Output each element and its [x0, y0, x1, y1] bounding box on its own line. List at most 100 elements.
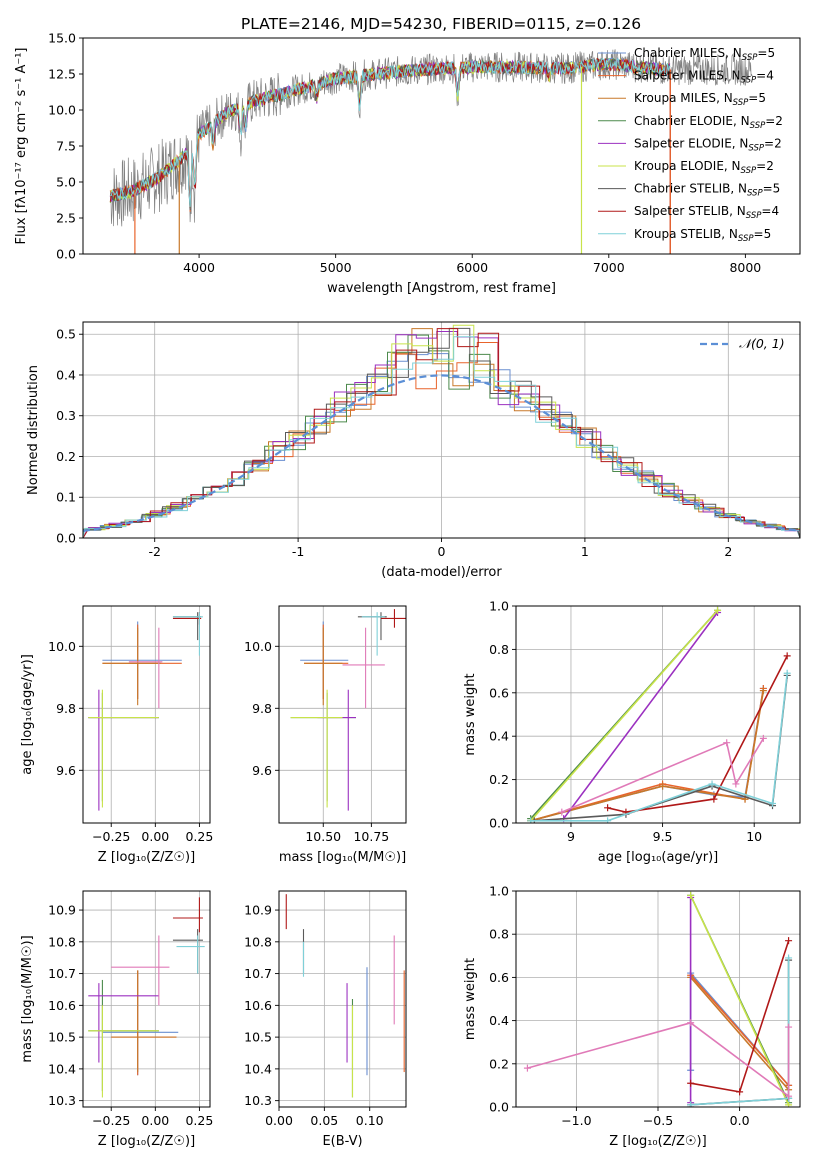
legend-nssp-eq: =: [748, 91, 758, 105]
x-tick-label: 10: [746, 829, 762, 844]
legend-nssp-label: , N: [732, 136, 749, 150]
legend-nssp-subscript: SSP: [738, 234, 754, 244]
mass-weight-line: [534, 675, 788, 822]
y-tick-label: 0.6: [489, 970, 509, 985]
legend-nssp-subscript: SSP: [746, 211, 762, 221]
axes-frame: 9 9.5 10 0.0 0.2 0.4 0.6 0.8 1.0 age [log₁₀(age/y…: [463, 599, 801, 865]
y-tick-label: 0.6: [489, 685, 509, 700]
x-axis-label: Z [log₁₀(Z/Z☉)]: [98, 850, 195, 865]
x-tick-label: -1: [292, 544, 304, 559]
plot-area: [88, 612, 203, 811]
x-axis-label: Z [log₁₀(Z/Z☉)]: [609, 1134, 706, 1149]
y-tick-label: 0.1: [56, 490, 76, 505]
x-axis-label: mass [log₁₀(M/M☉)]: [279, 850, 406, 865]
legend-nssp-value: 2: [774, 136, 782, 150]
mass-vs-ebv-panel: 0.00 0.05 0.10 10.3 10.4 10.5 10.6 10.7 10.8 10.9…: [244, 890, 407, 1149]
x-tick-label: 0.0: [730, 1113, 750, 1128]
axes-frame: 0.00 0.05 0.10 10.3 10.4 10.5 10.6 10.7 10.8 10.9…: [244, 890, 407, 1149]
y-tick-label: 10.6: [244, 998, 272, 1013]
axes-border: [278, 890, 407, 1108]
y-tick-label: 10.7: [244, 966, 272, 981]
x-tick-label: 10.50: [305, 829, 341, 844]
y-axis-label: mass [log₁₀(M/M☉)]: [20, 935, 35, 1062]
y-tick-label: 10.3: [48, 1093, 76, 1108]
legend-entry: Chabrier STELIB, NSSP=5: [634, 182, 780, 199]
legend-nssp-value: 2: [775, 114, 783, 128]
legend-series-name: Kroupa STELIB: [634, 227, 721, 241]
legend-nssp-value: 5: [758, 91, 766, 105]
mass-weight-line: [562, 612, 719, 820]
legend-nssp-eq: =: [757, 46, 767, 60]
y-tick-label: 5.0: [56, 175, 76, 190]
x-tick-label: 0.25: [185, 1113, 213, 1128]
legend-nssp-subscript: SSP: [733, 98, 749, 108]
y-tick-label: 0.0: [56, 531, 76, 546]
x-tick-label: 0.00: [141, 1113, 169, 1128]
mass-weight-marker: [723, 739, 731, 747]
mass-weight-marker: [687, 891, 695, 899]
legend-series-name: Chabrier ELODIE: [634, 114, 733, 128]
legend-nssp-eq: =: [763, 182, 773, 196]
y-axis-label: Flux [fλ10⁻¹⁷ erg cm⁻² s⁻¹ A⁻¹]: [14, 48, 29, 245]
mass-weight-line: [527, 1021, 790, 1098]
legend-nssp-subscript: SSP: [741, 76, 757, 86]
legend-nssp-label: , N: [730, 182, 747, 196]
mass-weight-marker: [708, 780, 716, 788]
x-tick-label: 9: [567, 829, 575, 844]
y-tick-label: 10.8: [244, 934, 272, 949]
legend-nssp-eq: =: [761, 204, 771, 218]
x-axis-label: wavelength [Angstrom, rest frame]: [327, 281, 556, 296]
y-tick-label: 0.4: [489, 729, 509, 744]
x-tick-label: 6000: [456, 260, 488, 275]
mass-weight-marker: [604, 804, 612, 812]
x-tick-label: 0: [438, 544, 446, 559]
y-tick-label: 0.8: [489, 927, 509, 942]
model-spectrum-line: [110, 57, 671, 207]
legend-entry: Chabrier MILES, NSSP=5: [634, 46, 775, 63]
legend-series-name: Salpeter ELODIE: [634, 136, 732, 150]
mass-weight-line: [689, 894, 790, 1106]
y-tick-label: 0.0: [56, 247, 76, 262]
x-tick-label: 1: [581, 544, 589, 559]
mass-weight-marker: [759, 687, 767, 695]
axes-frame: -2 -1 0 1 2 0.0 0.1 0.2 0.3 0.4 0.5 (data-model)/er…: [26, 321, 801, 580]
x-tick-label: 0.10: [356, 1113, 384, 1128]
y-tick-label: 10.0: [48, 103, 76, 118]
y-tick-label: 10.9: [48, 903, 76, 918]
legend-series-name: Salpeter STELIB: [634, 204, 729, 218]
mass-weight-marker: [527, 817, 535, 823]
age-vs-metallicity-panel: −0.25 0.00 0.25 9.6 9.8 10.0 Z [log₁₀(Z/Z☉)] ag…: [20, 605, 213, 865]
y-tick-label: 0.2: [489, 1056, 509, 1071]
spectrum-panel: 4000 5000 6000 7000 8000 0.0 2.5 5.0 7.5 10.0 12.5…: [14, 31, 801, 296]
y-tick-label: 2.5: [56, 211, 76, 226]
mass-weight-marker: [604, 817, 612, 823]
residual-histogram-panel: -2 -1 0 1 2 0.0 0.1 0.2 0.3 0.4 0.5 (data-model)/er…: [26, 321, 801, 580]
plot-area: [109, 49, 753, 254]
y-tick-label: 0.0: [489, 816, 509, 831]
x-tick-label: 10.75: [353, 829, 389, 844]
y-tick-label: 10.0: [48, 639, 76, 654]
legend-series-name: Salpeter MILES: [634, 69, 724, 83]
x-tick-label: 0.05: [310, 1113, 338, 1128]
mass-weight-marker: [759, 734, 767, 742]
legend-entry: Chabrier ELODIE, NSSP=2: [634, 114, 783, 131]
legend-nssp-label: , N: [716, 91, 733, 105]
legend-entry: Kroupa MILES, NSSP=5: [634, 91, 766, 108]
x-axis-label: E(B-V): [322, 1134, 362, 1149]
mass-weight-marker: [558, 808, 566, 816]
mass-weight-vs-age-panel: 9 9.5 10 0.0 0.2 0.4 0.6 0.8 1.0 age [log₁₀(age/y…: [463, 599, 801, 865]
legend-series-name: Kroupa ELODIE: [634, 159, 724, 173]
y-tick-label: 10.4: [244, 1061, 272, 1076]
legend-series-name: Kroupa MILES: [634, 91, 716, 105]
x-axis-label: age [log₁₀(age/yr)]: [598, 850, 719, 865]
y-tick-label: 0.4: [56, 367, 76, 382]
legend-entry: Kroupa ELODIE, NSSP=2: [634, 159, 774, 176]
x-axis-label: (data-model)/error: [381, 565, 502, 580]
legend-nssp-subscript: SSP: [742, 53, 758, 63]
legend-nssp-subscript: SSP: [750, 121, 766, 131]
y-tick-label: 0.0: [489, 1100, 509, 1115]
legend-nssp-eq: =: [756, 69, 766, 83]
y-tick-label: 10.9: [244, 903, 272, 918]
mass-weight-marker: [732, 780, 740, 788]
